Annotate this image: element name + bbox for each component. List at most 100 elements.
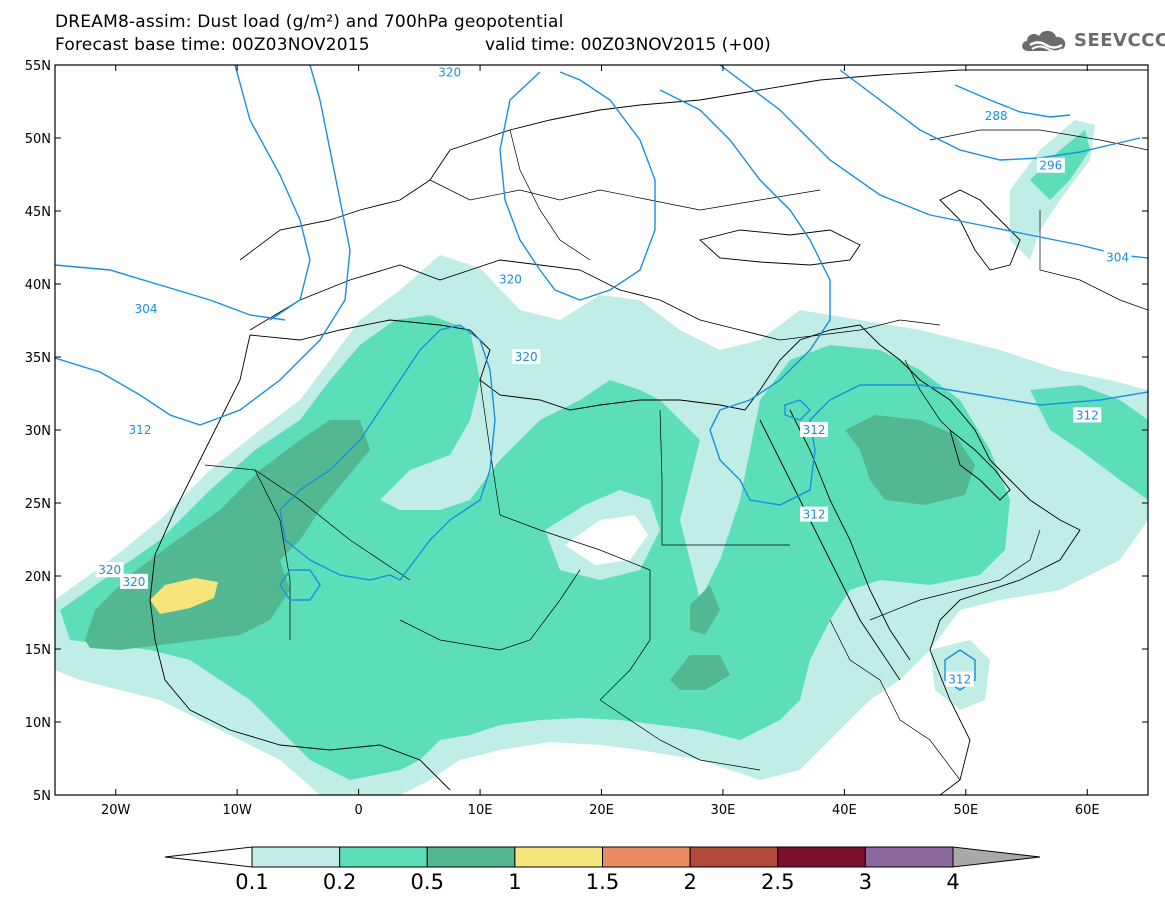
contour-label-bg: [435, 64, 464, 80]
lat-tick-label: 15N: [25, 643, 51, 658]
colorbar-arrow-low: [164, 846, 253, 868]
contour-label-bg: [496, 271, 525, 287]
coastline-black-sea: [699, 229, 861, 266]
contour-label-bg: [1073, 407, 1102, 423]
colorbar-label: 1.5: [586, 870, 619, 894]
lon-tick-label: 0: [354, 803, 362, 818]
colorbar-swatch: [251, 846, 341, 868]
colorbar-swatch: [426, 846, 516, 868]
contour-label-bg: [800, 506, 829, 522]
lon-labels: 20W 10W 0 10E 20E 30E 40E 50E 60E: [101, 803, 1100, 818]
border-iraq-iran: [904, 359, 951, 431]
contour-label: 320: [122, 575, 145, 589]
dust-area-level3-arabia: [845, 415, 975, 505]
coastline-med-north: [249, 259, 781, 341]
lon-tick-label: 60E: [1075, 803, 1100, 818]
contour-label: 320: [515, 350, 538, 364]
colorbar-swatch: [864, 846, 954, 868]
colorbar-label: 4: [946, 870, 959, 894]
coastline-west-africa: [249, 319, 1081, 795]
contour-label: 312: [129, 423, 152, 437]
dust-area-level3-chad: [690, 585, 720, 635]
colorbar: 0.1 0.2 0.5 1 1.5 2 2.5 3 4: [164, 846, 1041, 894]
colorbar-swatch: [514, 846, 603, 868]
contour-312-loop-levant: [784, 399, 811, 421]
colorbar-label: 2: [683, 870, 696, 894]
seevccc-logo: SEEVCCC: [1018, 24, 1165, 56]
contour-label: 304: [135, 302, 158, 316]
contour-label-bg: [800, 422, 829, 437]
lon-tick-label: 20W: [101, 803, 131, 818]
contour-label-bg: [132, 300, 161, 316]
contour-label-bg: [126, 422, 155, 437]
contour-label: 296: [1039, 159, 1062, 173]
lat-tick-label: 20N: [25, 570, 51, 585]
border-europe-1: [429, 179, 821, 211]
coastline-red-sea-east: [789, 409, 911, 661]
map-title: DREAM8-assim: Dust load (g/m²) and 700hP…: [55, 12, 564, 32]
lat-tick-label: 40N: [25, 278, 51, 293]
lat-tick-label: 5N: [33, 789, 51, 804]
border-libya-egypt: [659, 409, 790, 546]
lon-tick-label: 40E: [832, 803, 857, 818]
contour-label: 312: [1076, 408, 1099, 422]
lon-tick-label: 10W: [222, 803, 252, 818]
valid-time: valid time: 00Z03NOV2015 (+00): [485, 35, 771, 55]
colorbar-label: 0.5: [411, 870, 444, 894]
geopotential-contours: [55, 65, 1148, 691]
contour-320-europe: [499, 71, 656, 301]
contour-label: 312: [948, 673, 971, 687]
contour-label: 320: [438, 65, 461, 79]
lat-tick-label: 55N: [25, 59, 51, 74]
contour-label-bg: [512, 349, 541, 364]
colorbar-arrow-high: [952, 846, 1041, 868]
coastline-red-sea: [759, 419, 901, 681]
colorbar-label: 3: [859, 870, 872, 894]
lat-labels: 55N 50N 45N 40N 35N 30N 25N 20N 15N 10N 5N: [25, 59, 51, 804]
contour-label: 304: [1106, 251, 1129, 265]
contour-label: 320: [499, 273, 522, 287]
contour-304-west: [55, 264, 286, 321]
contour-label: 312: [803, 508, 826, 522]
border-saudi-yemen: [869, 529, 1041, 621]
contour-labels: 3202882963043043203203123123123123203203…: [95, 64, 1132, 687]
lat-tick-label: 45N: [25, 205, 51, 220]
contour-312-somalia: [944, 649, 976, 691]
border-chad-sudan: [599, 570, 651, 701]
axis-ticks: [55, 64, 1148, 796]
border-mali-niger: [254, 469, 291, 640]
border-central-asia: [1039, 210, 1148, 311]
contour-312-east: [659, 89, 1148, 506]
contour-label: 320: [98, 563, 121, 577]
colorbar-swatch: [602, 846, 691, 868]
contour-label-bg: [1103, 249, 1132, 265]
contour-320-africa: [279, 324, 496, 581]
colorbar-label: 2.5: [761, 870, 794, 894]
coastline-africa-south: [149, 334, 451, 791]
coastlines: [149, 69, 1148, 795]
cloud-icon: [1022, 30, 1066, 53]
coastline-persian-gulf: [949, 428, 1011, 501]
border-ethiopia: [829, 619, 961, 781]
contour-304-europe: [234, 65, 311, 321]
coastline-europe: [239, 69, 1148, 261]
border-niger-nigeria: [399, 569, 581, 651]
lat-tick-label: 25N: [25, 497, 51, 512]
colorbar-label: 1: [508, 870, 521, 894]
contour-label: 312: [803, 423, 826, 437]
lon-tick-label: 20E: [589, 803, 614, 818]
contour-label-bg: [119, 573, 148, 589]
contour-label-bg: [1036, 157, 1065, 173]
lon-tick-label: 50E: [953, 803, 978, 818]
contour-296: [839, 69, 1141, 161]
map-plot-area: 3202882963043043203203123123123123203203…: [25, 59, 1149, 818]
logo-text: SEEVCCC: [1074, 29, 1165, 51]
contour-312-west: [55, 65, 351, 426]
dust-area-level3-sudan: [670, 655, 730, 690]
lon-tick-label: 10E: [468, 803, 493, 818]
border-turkey-syria: [779, 319, 941, 341]
contour-label-bg: [945, 671, 974, 687]
contour-label-bg: [982, 108, 1011, 124]
border-algeria-libya: [479, 379, 651, 571]
